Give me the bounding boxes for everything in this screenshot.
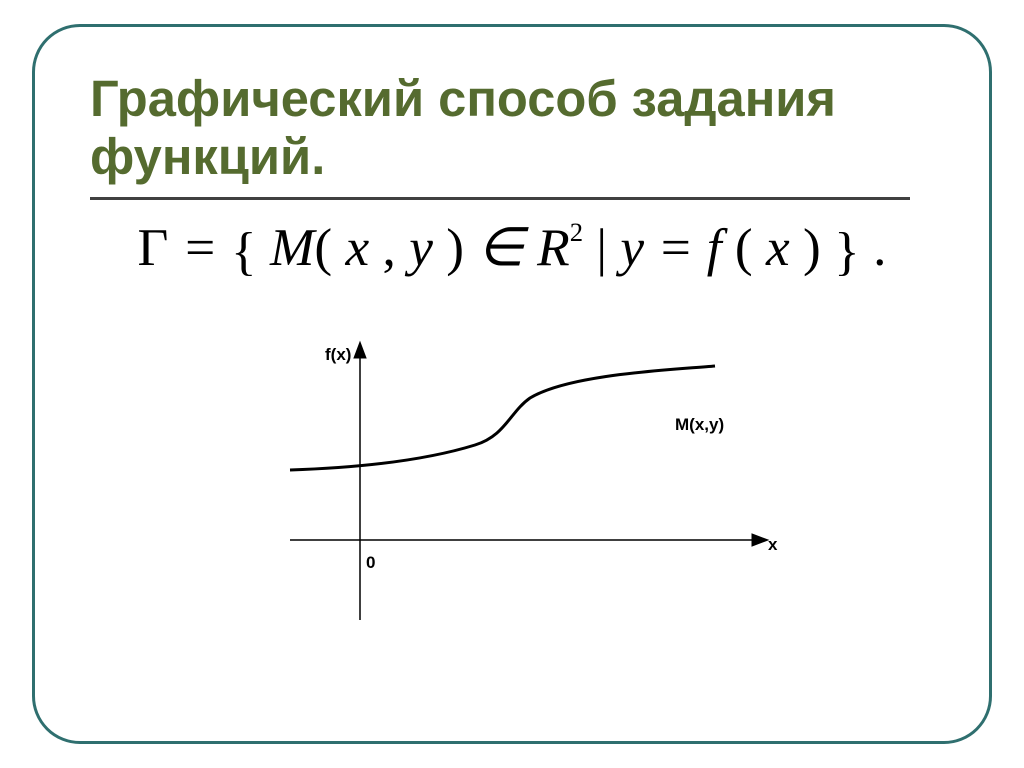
slide-title: Графический способ задания функций.: [90, 70, 910, 187]
y-axis-arrow: [354, 342, 366, 358]
graph-svg: f(x) x 0 M(x,y): [270, 340, 790, 640]
x-axis-label: x: [768, 535, 778, 554]
function-curve: [290, 366, 715, 470]
origin-label: 0: [366, 553, 375, 572]
formula-area: Г = { M( x , y ) ∈ R2 | y = f ( x ) } .: [0, 215, 1024, 278]
title-block: Графический способ задания функций.: [90, 70, 910, 208]
point-label: M(x,y): [675, 415, 724, 434]
graph-area: f(x) x 0 M(x,y): [270, 340, 790, 640]
x-axis-arrow: [752, 534, 768, 546]
y-axis-label: f(x): [325, 345, 351, 364]
title-rule: [90, 197, 910, 200]
formula-text: Г = { M( x , y ) ∈ R2 | y = f ( x ) } .: [138, 217, 887, 277]
